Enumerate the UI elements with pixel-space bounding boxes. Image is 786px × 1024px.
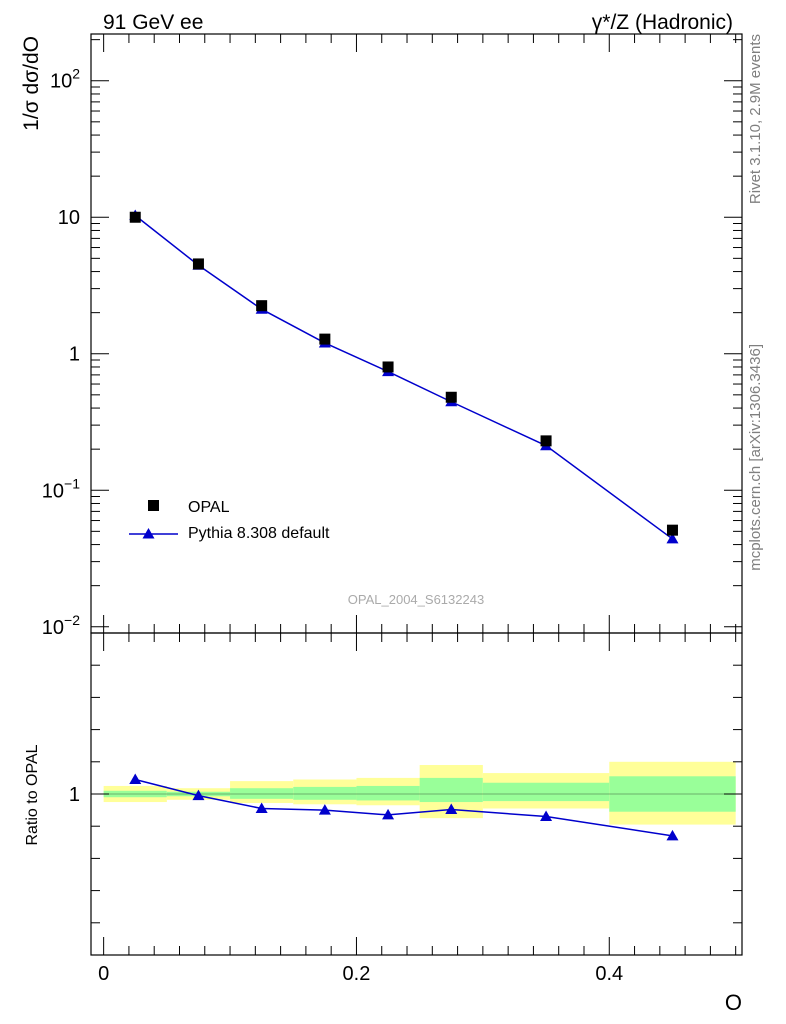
main-ytick-label-3: 10 (58, 207, 80, 229)
main-opal-point-4 (382, 361, 394, 373)
ratio-ytick-label-0: 1 (69, 784, 80, 806)
ratio-pythia-point-7 (666, 829, 679, 841)
ratio-pythia-point-0 (129, 773, 142, 785)
legend: OPAL Pythia 8.308 default (129, 499, 330, 542)
ratio-xtick-label-2: 0.4 (595, 963, 623, 985)
ratio-band-green-4 (356, 785, 420, 801)
ratio-band-green-2 (230, 788, 294, 799)
main-pythia-point-7 (666, 532, 679, 544)
rivet-label: Rivet 3.1.10, 2.9M events (747, 34, 764, 204)
axis-ticks: 10−2 10−1 1 10 102 0 0.2 0.4 1 (42, 34, 742, 985)
series-layer (129, 209, 679, 841)
ratio-pythia-point-4 (382, 808, 395, 820)
ratio-band-green-6 (482, 782, 610, 802)
ratio-band-green-3 (293, 786, 357, 800)
analysis-watermark: OPAL_2004_S6132243 (348, 592, 484, 607)
legend-opal-marker (148, 500, 159, 511)
main-ylabel: 1/σ dσ/dO (20, 36, 43, 131)
main-ytick-label-1: 10−1 (42, 475, 80, 502)
ratio-uncertainty-bands (103, 761, 736, 825)
ratio-pythia-point-5 (445, 803, 458, 814)
main-opal-point-2 (256, 300, 268, 312)
ratio-pythia-point-3 (318, 804, 331, 815)
ratio-plot-frame (90, 632, 743, 956)
main-ytick-label-4: 102 (50, 66, 80, 93)
legend-opal-label: OPAL (188, 499, 230, 516)
ratio-band-green-5 (419, 777, 483, 803)
main-opal-point-1 (192, 258, 204, 270)
main-opal-point-3 (319, 333, 331, 345)
main-ytick-label-2: 1 (69, 344, 80, 366)
main-opal-point-6 (540, 435, 552, 447)
main-pythia-line (134, 214, 673, 540)
header-right: γ*/Z (Hadronic) (592, 11, 733, 34)
header-left: 91 GeV ee (103, 11, 203, 34)
legend-pythia-label: Pythia 8.308 default (188, 525, 330, 542)
main-plot-frame (90, 33, 743, 634)
main-ytick-label-0: 10−2 (42, 612, 80, 639)
ratio-pythia-point-2 (255, 802, 268, 813)
legend-pythia-marker (142, 528, 155, 539)
ratio-xtick-label-0: 0 (98, 963, 109, 985)
ratio-pythia-line (135, 778, 673, 837)
ratio-xtick-label-1: 0.2 (343, 963, 371, 985)
ratio-ylabel: Ratio to OPAL (24, 744, 41, 845)
ratio-xlabel: O (725, 990, 742, 1015)
main-opal-point-0 (129, 211, 141, 223)
mcplots-label: mcplots.cern.ch [arXiv:1306.3436] (747, 344, 764, 571)
main-opal-point-7 (666, 524, 678, 536)
main-opal-point-5 (445, 391, 457, 403)
ratio-pythia-point-1 (192, 789, 205, 801)
ratio-pythia-point-6 (540, 810, 553, 822)
